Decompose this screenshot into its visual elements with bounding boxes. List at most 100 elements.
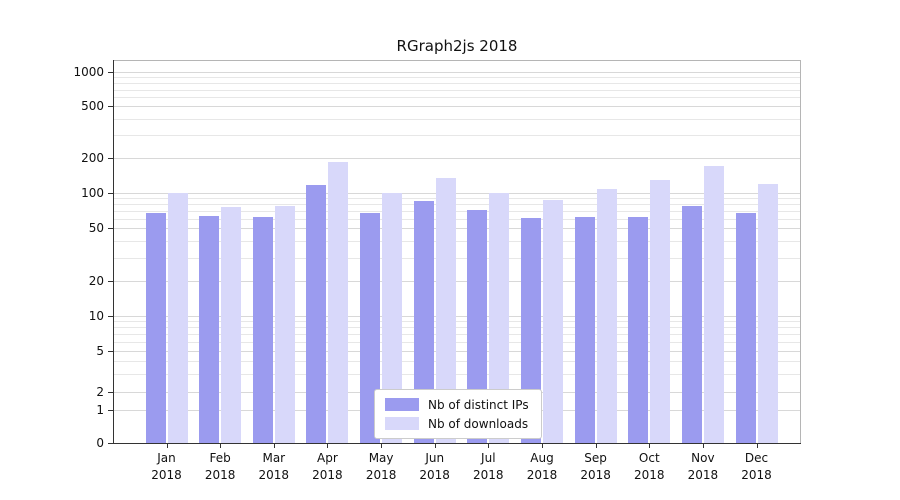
x-axis-label-month: Jul: [481, 451, 496, 465]
y-axis-label: 1000: [73, 65, 104, 79]
bar-downloads: [757, 183, 778, 443]
x-axis-label: Jul 2018: [458, 450, 518, 484]
legend-item: Nb of downloads: [385, 414, 529, 433]
x-tick-mark: [542, 444, 543, 448]
bar-distinct-ips: [199, 216, 220, 443]
x-axis-label-year: 2018: [258, 468, 290, 482]
gridline: [113, 204, 800, 206]
x-axis-label-month: Dec: [744, 451, 769, 465]
y-axis-label: 0: [96, 436, 104, 450]
x-axis-label: Jan 2018: [137, 450, 197, 484]
gridline: [113, 193, 800, 194]
x-axis-label-year: 2018: [151, 468, 182, 482]
bar-downloads: [596, 189, 617, 443]
plot-area: [113, 60, 800, 443]
bar-downloads: [543, 199, 563, 443]
bar-downloads: [221, 206, 242, 443]
bar-distinct-ips: [467, 209, 488, 443]
gridline: [113, 211, 800, 212]
gridline: [113, 334, 800, 335]
legend-item: Nb of distinct IPs: [385, 395, 529, 414]
gridline: [113, 218, 800, 220]
x-axis-label: Mar 2018: [244, 450, 304, 484]
x-tick-mark: [381, 444, 383, 448]
gridline: [113, 77, 800, 79]
gridline: [113, 351, 800, 352]
y-axis-label: 50: [88, 221, 104, 235]
gridline: [113, 240, 800, 242]
x-axis-label-year: 2018: [473, 468, 504, 482]
x-axis-label-year: 2018: [526, 468, 558, 482]
x-axis-label-year: 2018: [687, 468, 719, 482]
legend: Nb of distinct IPs Nb of downloads: [374, 389, 542, 439]
legend-swatch-distinct-ips: [385, 398, 419, 411]
x-axis-label-month: Jun: [425, 451, 445, 465]
x-axis-label-month: Feb: [209, 451, 231, 465]
legend-label: Nb of distinct IPs: [428, 397, 529, 412]
gridline: [113, 228, 800, 229]
x-axis-label-year: 2018: [204, 468, 236, 482]
bar-downloads: [274, 206, 295, 443]
gridline: [113, 158, 800, 159]
y-axis-label: 1: [96, 403, 104, 417]
x-axis-label: Apr 2018: [297, 450, 357, 484]
bar-distinct-ips: [360, 212, 381, 443]
y-axis-label: 10: [88, 309, 104, 323]
x-axis-label-year: 2018: [580, 468, 611, 482]
x-axis-label-month: Aug: [530, 451, 554, 465]
gridline: [113, 135, 800, 136]
x-tick-mark: [702, 444, 704, 448]
y-axis-line: [113, 60, 114, 444]
gridline: [113, 316, 800, 317]
x-axis-label-year: 2018: [741, 468, 772, 482]
y-axis-label: 5: [96, 344, 104, 358]
x-axis-label-month: Jan: [157, 451, 176, 465]
bar-downloads: [435, 177, 456, 443]
bar-downloads: [650, 179, 671, 443]
x-axis-label: Sep 2018: [566, 450, 626, 484]
gridline: [113, 321, 800, 323]
plot-frame-right-line: [800, 60, 801, 444]
bar-downloads: [703, 166, 724, 443]
chart-title: RGraph2js 2018: [396, 37, 518, 55]
bar-downloads: [328, 161, 349, 443]
gridline: [113, 373, 800, 375]
x-axis-label: Jun 2018: [405, 450, 465, 484]
x-axis-label-month: Nov: [691, 451, 715, 465]
bar-distinct-ips: [628, 217, 649, 443]
legend-swatch-downloads: [385, 417, 419, 430]
y-axis-label: 500: [81, 99, 104, 113]
x-axis-label: Aug 2018: [512, 450, 572, 484]
x-tick-mark: [327, 444, 329, 448]
bar-distinct-ips: [252, 217, 273, 443]
bar-distinct-ips: [574, 217, 595, 443]
x-tick-mark: [273, 444, 275, 448]
gridline: [113, 118, 800, 120]
gridline: [113, 341, 800, 343]
x-axis-label-month: Sep: [584, 451, 607, 465]
x-tick-mark: [488, 444, 490, 448]
gridline: [113, 361, 800, 362]
x-axis-label: Feb 2018: [190, 450, 250, 484]
x-axis-label-year: 2018: [634, 468, 665, 482]
bar-distinct-ips: [306, 184, 327, 443]
gridline: [113, 89, 800, 91]
x-tick-mark: [166, 444, 168, 448]
bar-distinct-ips: [413, 201, 434, 443]
bar-downloads: [489, 192, 510, 443]
bar-distinct-ips: [681, 205, 702, 443]
x-axis-label: Dec 2018: [727, 450, 787, 484]
x-axis-label-month: Oct: [638, 451, 660, 465]
x-axis-label-month: Apr: [317, 451, 338, 465]
y-axis-label: 200: [81, 151, 104, 165]
gridline: [113, 97, 800, 99]
x-tick-mark: [220, 444, 222, 448]
gridline: [113, 198, 800, 200]
x-tick-mark: [649, 444, 651, 448]
bar-downloads: [382, 193, 403, 443]
y-axis-label: 20: [88, 274, 104, 288]
x-tick-mark: [756, 444, 758, 448]
gridline: [113, 82, 800, 84]
y-axis-label: 2: [96, 385, 104, 399]
